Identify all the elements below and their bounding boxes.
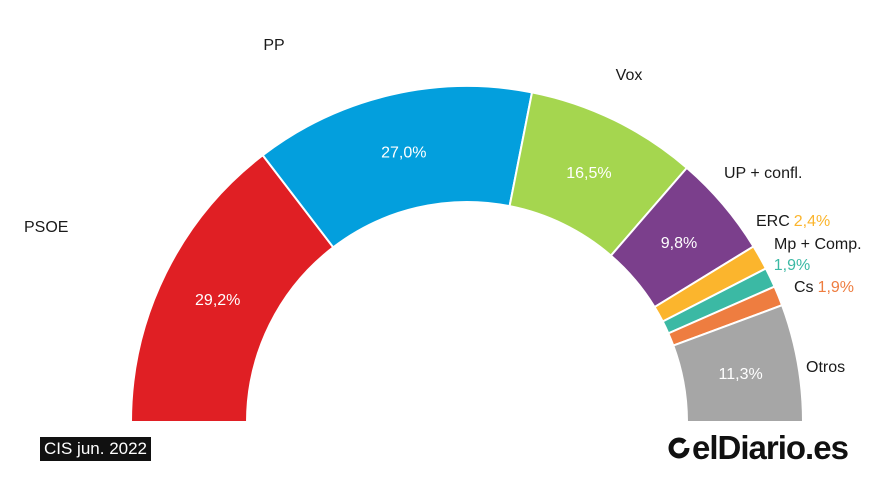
value-label-pp: 27,0% bbox=[381, 144, 426, 161]
value-label-vox: 16,5% bbox=[566, 165, 611, 182]
party-label-up-confl: UP + confl. bbox=[724, 165, 802, 182]
party-label-erc: ERC 2,4% bbox=[756, 213, 830, 230]
eldiario-logo-icon bbox=[668, 437, 690, 459]
party-label-cs: Cs 1,9% bbox=[794, 279, 854, 296]
brand-name: elDiario.es bbox=[692, 429, 849, 466]
value-label-otros: 11,3% bbox=[719, 366, 763, 383]
chart-party-labels: PSOE PP Vox UP + confl. ERC 2,4% Mp + Comp. 1,9… bbox=[24, 37, 862, 376]
party-label-mp-comp: Mp + Comp. bbox=[774, 236, 862, 253]
brand-logo: elDiario.es bbox=[668, 428, 849, 468]
value-label-erc: 2,4% bbox=[794, 213, 830, 230]
party-label-vox: Vox bbox=[616, 67, 643, 84]
source-label: CIS jun. 2022 bbox=[40, 437, 152, 461]
chart-value-labels: 29,2% 27,0% 16,5% 9,8% 11,3% bbox=[195, 144, 763, 383]
segment-otros bbox=[671, 303, 805, 423]
value-label-up-confl: 9,8% bbox=[661, 235, 697, 252]
chart-segments bbox=[129, 85, 805, 423]
value-label-mp-comp: 1,9% bbox=[774, 257, 810, 274]
value-label-cs: 1,9% bbox=[818, 279, 854, 296]
party-label-otros: Otros bbox=[806, 359, 845, 376]
value-label-psoe: 29,2% bbox=[195, 292, 240, 309]
party-label-pp: PP bbox=[263, 37, 284, 54]
party-label-psoe: PSOE bbox=[24, 219, 68, 236]
